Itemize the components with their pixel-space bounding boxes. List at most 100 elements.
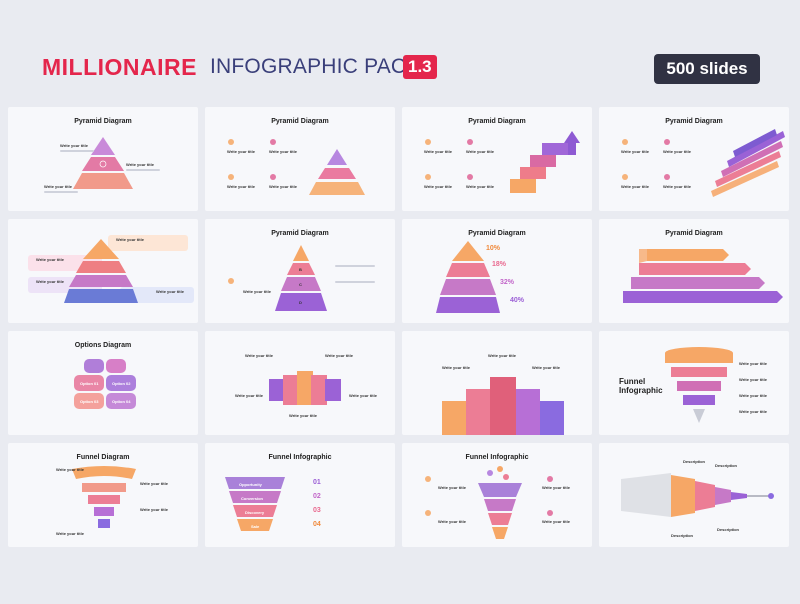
header: MILLIONAIRE INFOGRAPHIC PACK 1.3 500 sli… (0, 0, 800, 98)
text-line (44, 191, 78, 193)
item-title: Write your title (739, 361, 767, 366)
arrow-pyramid-graphic (623, 249, 783, 303)
slide-thumb-3[interactable]: Pyramid Diagram Write your title Write y… (402, 107, 592, 211)
funnel-step: Discovery (245, 510, 265, 515)
item-title: Write your title (56, 531, 84, 536)
slide-title: Pyramid Diagram (665, 118, 723, 125)
option-label: Option 01 (80, 381, 99, 386)
item-title: Write your title (243, 289, 271, 294)
text-line (335, 265, 375, 267)
item-title: Write your title (36, 279, 64, 284)
pyramid-graphic (228, 139, 365, 195)
percent-label: 18% (492, 261, 507, 268)
horizontal-funnel-graphic (621, 473, 774, 517)
slide-thumb-8[interactable]: Pyramid Diagram (599, 219, 789, 323)
item-title: Write your title (325, 353, 353, 358)
slide-title: Pyramid Diagram (74, 118, 132, 125)
slide-thumb-14[interactable]: Funnel Infographic Opportunity Conversio… (205, 443, 395, 547)
description-label: Description (683, 459, 706, 464)
slide-title: Options Diagram (74, 342, 132, 349)
funnel-graphic (665, 347, 733, 423)
funnel-graphic (72, 466, 136, 528)
item-title: Write your title (438, 485, 466, 490)
item-title: Write your title (663, 149, 691, 154)
item-title: Write your title (44, 184, 72, 189)
funnel-step: Sale (251, 524, 260, 529)
pyramid-graphic (28, 235, 194, 303)
item-title: Write your title (488, 353, 516, 358)
item-title: Write your title (269, 184, 297, 189)
cone-graphic (436, 241, 500, 313)
item-title: Write your title (140, 507, 168, 512)
item-title: Write your title (532, 365, 560, 370)
text-line (60, 150, 94, 152)
slide-thumb-11[interactable]: Write your title Write your title Write … (402, 331, 592, 435)
layer-letter: B (299, 267, 302, 272)
slide-thumb-12[interactable]: Funnel Infographic Write your title Writ… (599, 331, 789, 435)
text-line (126, 169, 160, 171)
slide-title: Funnel Infographic (268, 454, 332, 461)
layer-letter: D (299, 300, 302, 305)
layer-letter: C (299, 282, 302, 287)
stairs-graphic (622, 129, 785, 197)
slide-thumb-4[interactable]: Pyramid Diagram Write your title Write y… (599, 107, 789, 211)
option-label: Option 04 (112, 399, 131, 404)
slide-thumb-5[interactable]: Write your title Write your title Write … (8, 219, 198, 323)
slide-title: Funnel Infographic (619, 377, 663, 395)
slide-title: Funnel Diagram (76, 454, 130, 461)
slide-thumb-13[interactable]: Funnel Diagram Write your title Write yo… (8, 443, 198, 547)
cone-graphic (228, 245, 327, 311)
item-title: Write your title (235, 393, 263, 398)
slide-thumb-1[interactable]: Pyramid Diagram Write your title Write y… (8, 107, 198, 211)
slide-thumb-10[interactable]: Write your title Write your title Write … (205, 331, 395, 435)
slide-title: Pyramid Diagram (271, 118, 329, 125)
item-title: Write your title (466, 184, 494, 189)
item-title: Write your title (739, 393, 767, 398)
pack-title: INFOGRAPHIC PACK (210, 55, 421, 78)
funnel-step: Conversion (241, 496, 264, 501)
description-label: Description (717, 527, 740, 532)
percent-label: 32% (500, 279, 515, 286)
pyramid-graphic (73, 137, 133, 189)
steps-graphic (425, 131, 580, 193)
item-title: Write your title (36, 257, 64, 262)
slide-thumb-9[interactable]: Options Diagram Option 01 Option 02 Opti… (8, 331, 198, 435)
step-number: 04 (313, 521, 321, 528)
item-title: Write your title (621, 149, 649, 154)
blocks-graphic (269, 371, 341, 405)
item-title: Write your title (60, 143, 88, 148)
item-title: Write your title (542, 519, 570, 524)
funnel-graphic (425, 466, 553, 539)
item-title: Write your title (349, 393, 377, 398)
slide-thumb-2[interactable]: Pyramid Diagram Write your title Write y… (205, 107, 395, 211)
option-label: Option 02 (112, 381, 131, 386)
percent-label: 10% (486, 245, 501, 252)
item-title: Write your title (116, 237, 144, 242)
item-title: Write your title (140, 481, 168, 486)
step-number: 02 (313, 493, 321, 500)
slide-title: Pyramid Diagram (271, 230, 329, 237)
item-title: Write your title (156, 289, 184, 294)
item-title: Write your title (289, 413, 317, 418)
item-title: Write your title (466, 149, 494, 154)
slide-title: Funnel Infographic (465, 454, 529, 461)
slide-thumb-15[interactable]: Funnel Infographic Write your title Writ… (402, 443, 592, 547)
item-title: Write your title (424, 149, 452, 154)
option-label: Option 03 (80, 399, 99, 404)
slide-title: Pyramid Diagram (468, 230, 526, 237)
item-title: Write your title (269, 149, 297, 154)
step-number: 03 (313, 507, 321, 514)
slide-thumb-16[interactable]: Description Description Description Desc… (599, 443, 789, 547)
item-title: Write your title (227, 184, 255, 189)
funnel-graphic (225, 477, 285, 531)
slide-title: Pyramid Diagram (468, 118, 526, 125)
item-title: Write your title (621, 184, 649, 189)
item-title: Write your title (442, 365, 470, 370)
item-title: Write your title (245, 353, 273, 358)
slide-thumb-6[interactable]: Pyramid Diagram B C D Write your title (205, 219, 395, 323)
item-title: Write your title (663, 184, 691, 189)
slide-thumb-7[interactable]: Pyramid Diagram 10% 18% 32% 40% (402, 219, 592, 323)
item-title: Write your title (56, 467, 84, 472)
item-title: Write your title (438, 519, 466, 524)
step-number: 01 (313, 479, 321, 486)
